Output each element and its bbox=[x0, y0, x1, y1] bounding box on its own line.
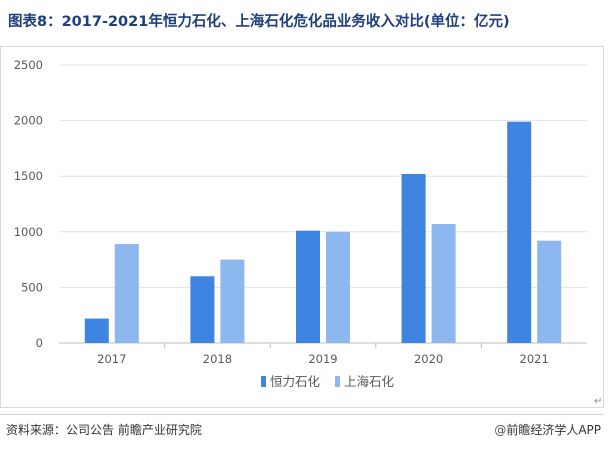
bar-series-a bbox=[401, 173, 426, 343]
y-tick-label: 500 bbox=[21, 280, 43, 294]
bar-chart: 0 500 1000 1500 2000 2500 2017 2018 2019 2020 2021… bbox=[14, 58, 587, 389]
y-tick-label: 2500 bbox=[14, 58, 43, 72]
source-note: 资料来源：公司公告 前瞻产业研究院 bbox=[6, 423, 202, 437]
legend-swatch bbox=[261, 376, 266, 387]
x-tick-label: 2018 bbox=[203, 352, 232, 366]
legend-swatch bbox=[335, 376, 340, 387]
bar-series-a bbox=[190, 276, 215, 343]
bar-series-b bbox=[431, 224, 456, 343]
bar-series-b bbox=[220, 259, 245, 343]
bar-series-a bbox=[507, 121, 532, 343]
y-tick-label: 2000 bbox=[14, 114, 43, 128]
brand-name: 前瞻经济学人APP bbox=[506, 423, 601, 437]
legend-label: 上海石化 bbox=[344, 374, 395, 389]
bar-series-a bbox=[296, 230, 320, 343]
bar-series-b bbox=[326, 231, 350, 343]
x-tick-label: 2019 bbox=[308, 352, 337, 366]
chart-frame: 0 500 1000 1500 2000 2500 2017 2018 2019 2020 2021… bbox=[0, 46, 604, 408]
bar-series-b bbox=[537, 240, 562, 343]
chart-title: 图表8：2017-2021年恒力石化、上海石化危化品业务收入对比(单位：亿元) bbox=[8, 14, 510, 30]
footer-divider bbox=[0, 414, 604, 415]
bar-series-b bbox=[114, 244, 139, 343]
at-icon: @ bbox=[494, 423, 507, 437]
x-tick-label: 2021 bbox=[520, 352, 549, 366]
x-tick-label: 2017 bbox=[97, 352, 126, 366]
bar-series-a bbox=[84, 318, 109, 343]
return-icon: ↵ bbox=[594, 396, 603, 407]
legend-label: 恒力石化 bbox=[270, 374, 321, 389]
x-tick-label: 2020 bbox=[414, 352, 443, 366]
y-tick-label: 1500 bbox=[14, 169, 43, 183]
y-tick-label: 0 bbox=[36, 336, 43, 350]
y-tick-label: 1000 bbox=[14, 225, 43, 239]
brand-credit: @前瞻经济学人APP bbox=[494, 421, 601, 438]
